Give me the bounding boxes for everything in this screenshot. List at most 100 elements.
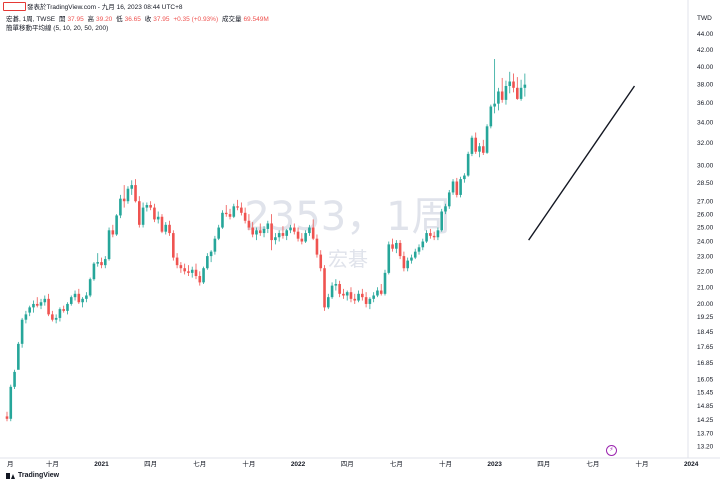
price-axis[interactable]: 44.00 42.00 40.00 38.00 36.00 34.00 32.00 30.00… xyxy=(697,31,714,450)
symbol-name[interactable]: 宏碁, 1周, TWSE xyxy=(6,16,56,23)
moving-average-legend[interactable]: 簡單移動平均線 (5, 10, 20, 50, 200) xyxy=(6,25,109,32)
candle-body xyxy=(459,179,462,195)
candle-body xyxy=(311,227,315,239)
price-tick-label: 38.00 xyxy=(697,81,714,88)
candle-body xyxy=(103,259,107,266)
candle-body xyxy=(100,262,103,266)
candle-body xyxy=(202,268,205,283)
candle-body xyxy=(73,293,77,298)
price-tick-label: 21.00 xyxy=(697,284,714,291)
candle-body xyxy=(156,216,160,220)
candle-body xyxy=(296,231,300,239)
candle-body xyxy=(289,227,292,231)
trendline-layer xyxy=(528,85,636,241)
candle-body xyxy=(308,227,311,234)
candle-body xyxy=(138,201,141,225)
candle-body xyxy=(206,256,209,269)
price-tick-label: 27.00 xyxy=(697,198,714,205)
candle-body xyxy=(51,314,54,320)
candle-body xyxy=(383,272,387,294)
go-to-realtime-button[interactable]: ⚡ xyxy=(606,445,617,456)
tradingview-logo[interactable]: TradingView xyxy=(6,472,59,479)
candle-body xyxy=(258,230,262,234)
candle-body xyxy=(334,283,338,286)
time-tick-label: 七月 xyxy=(586,459,599,468)
candle-body xyxy=(398,242,402,257)
candle-body xyxy=(28,307,31,313)
candle-body xyxy=(391,244,394,249)
candle-body xyxy=(413,251,417,258)
high-label: 高 xyxy=(87,16,95,23)
candle-body xyxy=(417,247,421,252)
candle-body xyxy=(338,283,341,294)
high-value: 39.20 xyxy=(96,16,113,23)
candle-body xyxy=(500,91,504,100)
price-tick-label: 14.25 xyxy=(697,417,714,424)
candle-body xyxy=(376,290,379,296)
candle-body xyxy=(357,293,360,301)
price-tick-label: 16.05 xyxy=(697,376,714,383)
candle-body xyxy=(141,207,145,225)
candle-body xyxy=(255,230,258,235)
candle-body xyxy=(66,303,69,311)
candle-body xyxy=(9,386,13,419)
candle-body xyxy=(20,319,24,344)
price-tick-label: 30.00 xyxy=(697,162,714,169)
candle-body xyxy=(126,188,130,202)
price-tick-label: 13.70 xyxy=(697,431,714,438)
price-tick-label: 20.00 xyxy=(697,301,714,308)
candle-body xyxy=(221,212,224,228)
time-tick-label: 四月 xyxy=(144,460,157,468)
candle-body xyxy=(183,268,186,272)
open-label: 開 xyxy=(58,16,66,23)
candle-body xyxy=(58,309,62,318)
price-tick-label: 28.50 xyxy=(697,180,714,187)
candle-body xyxy=(478,146,481,152)
candle-body xyxy=(198,276,202,283)
low-label: 低 xyxy=(116,16,123,23)
candle-body xyxy=(69,297,73,304)
candle-body xyxy=(149,205,152,208)
close-value: 37.95 xyxy=(153,16,170,23)
candle-body xyxy=(497,91,500,104)
candle-body xyxy=(323,268,326,308)
candle-body xyxy=(43,298,47,303)
candle-body xyxy=(175,257,179,266)
price-tick-label: 40.00 xyxy=(697,64,714,71)
candle-body xyxy=(523,84,527,88)
price-tick-label: 42.00 xyxy=(697,47,714,54)
candle-body xyxy=(463,175,466,180)
candle-body xyxy=(96,262,100,264)
candle-body xyxy=(493,103,496,107)
price-tick-label: 26.00 xyxy=(697,211,714,218)
change-value: +0.35 (+0.93%) xyxy=(173,16,219,23)
candle-body xyxy=(179,265,183,269)
time-tick-label: 四月 xyxy=(341,460,354,468)
candle-body xyxy=(353,298,357,301)
candle-body xyxy=(17,343,20,370)
time-axis[interactable]: 月 十月 2021 四月 七月 十月 2022 四月 七月 十月 2023 四月 七月 十月 2024 xyxy=(7,459,699,468)
time-tick-label: 七月 xyxy=(390,459,403,468)
candle-body xyxy=(122,198,126,202)
candle-body xyxy=(504,85,508,100)
candle-body xyxy=(425,233,428,242)
time-tick-label: 十月 xyxy=(242,459,255,468)
candle-body xyxy=(164,224,168,232)
candle-body xyxy=(153,207,156,220)
candle-body xyxy=(251,227,254,235)
candle-body xyxy=(13,371,16,387)
candle-body xyxy=(474,137,478,152)
price-tick-label: 17.65 xyxy=(697,344,714,351)
candle-body xyxy=(508,81,512,86)
candle-body xyxy=(77,293,81,303)
candle-body xyxy=(243,212,247,221)
candle-body xyxy=(300,238,304,242)
volume-label: 成交量 xyxy=(221,16,242,23)
candle-body xyxy=(247,220,251,228)
tradingview-logo-text: TradingView xyxy=(18,472,60,479)
candle-body xyxy=(277,233,281,238)
footer: TradingView xyxy=(0,470,720,484)
candle-body xyxy=(187,271,190,273)
candle-body xyxy=(364,297,368,304)
